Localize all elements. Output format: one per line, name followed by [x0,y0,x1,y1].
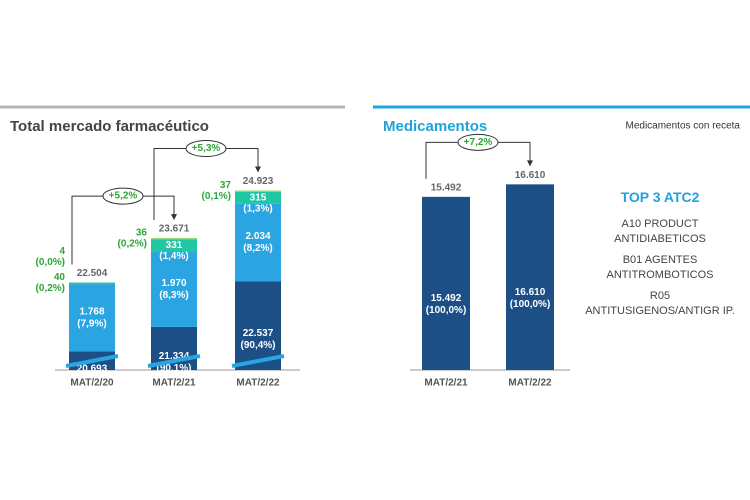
value-label: 331 [166,240,183,251]
x-tick-label: MAT/2/21 [424,378,468,389]
axis-break [231,354,285,368]
chart-subtitle: Medicamentos con receta [625,121,740,132]
value-label: 1.970 [161,278,186,289]
pct-label: (90,1%) [156,363,191,374]
bar-segment [235,190,281,192]
bar [506,184,554,370]
value-label: 37 [220,180,232,191]
total-label: 23.671 [159,224,190,235]
growth-label: +5,3% [192,143,221,154]
value-label: 4 [59,246,65,257]
pct-label: (1,4%) [159,251,188,262]
side-panel: TOP 3 ATC2 A10 PRODUCT ANTIDIABETICOS B0… [585,190,735,325]
pct-label: (0,1%) [202,191,231,202]
pct-label: (0,0%) [36,257,65,268]
value-label: 36 [136,228,148,239]
growth-badge [102,187,144,205]
bar-segment [235,203,281,282]
value-label: 315 [250,193,267,204]
x-tick-label: MAT/2/20 [70,378,114,389]
panel-item: B01 AGENTES ANTITROMBOTICOS [606,254,714,281]
panel-title: TOP 3 ATC2 [620,189,700,205]
axis-break [65,354,119,368]
growth-badge [457,133,499,151]
x-tick-label: MAT/2/21 [152,378,196,389]
panel-item: R05 ANTITUSIGENOS/ANTIGR IP. [585,290,735,317]
pct-label: (8,3%) [159,290,188,301]
value-label: 1.768 [79,306,104,317]
value-label: 15.492 [431,293,462,304]
chart-title: Total mercado farmacéutico [10,118,209,135]
growth-label: +5,2% [109,191,138,202]
value-label: 21.334 [159,351,190,362]
bar-segment [69,284,115,352]
x-tick-label: MAT/2/22 [236,378,280,389]
total-label: 22.504 [77,268,108,279]
pct-label: (0,2%) [36,283,65,294]
value-label: 16.610 [515,287,546,298]
pct-label: (0,2%) [118,239,147,250]
axis-break [147,354,201,368]
growth-arrow [527,160,533,167]
total-label: 15.492 [431,182,462,193]
pct-label: (100,0%) [426,305,467,316]
pct-label: (92,0%) [74,375,109,386]
bar-segment [235,281,281,370]
growth-label: +7,2% [464,137,493,148]
bar-segment [235,191,281,204]
bar [422,196,470,370]
bar-segment [151,238,197,240]
pct-label: (7,9%) [77,318,106,329]
pct-label: (100,0%) [510,299,551,310]
pct-label: (90,4%) [240,340,275,351]
total-label: 16.610 [515,170,546,181]
total-label: 24.923 [243,176,274,187]
bar-segment [151,239,197,253]
value-label: 40 [54,272,66,283]
bar-segment [69,282,115,285]
growth-badge [185,140,227,158]
chart-title: Medicamentos [383,118,487,135]
pct-label: (1,3%) [243,204,272,215]
value-label: 20.693 [77,363,108,374]
growth-arrow [255,166,261,173]
value-label: 22.537 [243,328,274,339]
x-tick-label: MAT/2/22 [508,378,552,389]
pct-label: (8,2%) [243,243,272,254]
value-label: 2.034 [245,231,270,242]
bar-segment [151,252,197,327]
panel-item: A10 PRODUCT ANTIDIABETICOS [614,218,706,245]
growth-arrow [171,214,177,221]
